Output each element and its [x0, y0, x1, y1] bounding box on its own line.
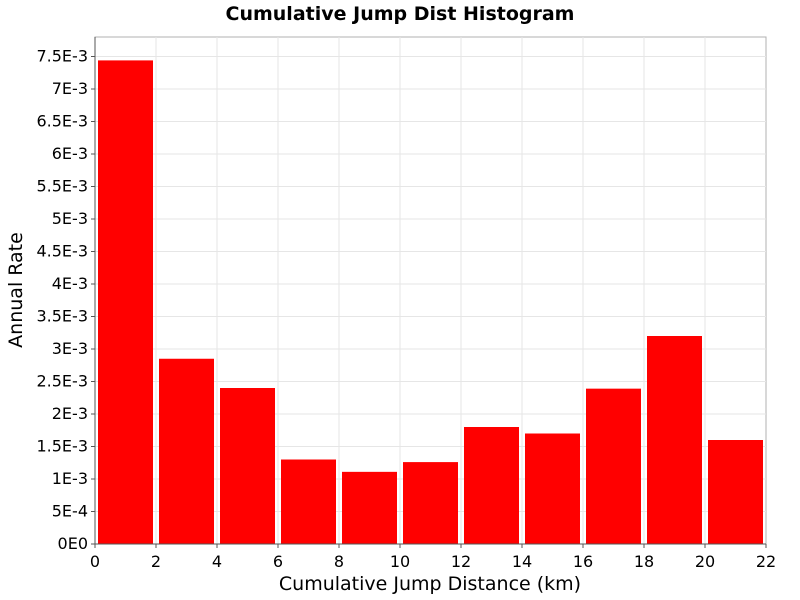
- x-tick-label: 12: [451, 552, 471, 571]
- y-tick-label: 5E-4: [52, 502, 88, 521]
- bar-1: [159, 358, 214, 544]
- y-tick-label: 2.5E-3: [36, 372, 88, 391]
- y-tick-label: 3.5E-3: [36, 307, 88, 326]
- x-tick-label: 10: [390, 552, 410, 571]
- x-tick-label: 8: [334, 552, 344, 571]
- y-tick-label: 1.5E-3: [36, 437, 88, 456]
- x-tick-label: 20: [695, 552, 715, 571]
- x-tick-label: 2: [151, 552, 161, 571]
- y-tick-label: 6.5E-3: [36, 112, 88, 131]
- y-tick-label: 6E-3: [52, 144, 88, 163]
- x-axis-ticks: 0 2 4 6 8 10 12 14 16 18 20 22: [90, 544, 776, 571]
- y-tick-label: 3E-3: [52, 339, 88, 358]
- bar-0: [98, 60, 153, 545]
- y-tick-label: 4E-3: [52, 274, 88, 293]
- bar-6: [464, 427, 519, 544]
- x-tick-label: 22: [756, 552, 776, 571]
- x-axis-label: Cumulative Jump Distance (km): [279, 573, 581, 595]
- y-axis-label: Annual Rate: [5, 232, 27, 348]
- bar-7: [525, 433, 580, 544]
- bar-9: [647, 336, 702, 544]
- x-tick-label: 16: [573, 552, 593, 571]
- bar-3: [281, 459, 336, 544]
- y-axis-ticks: 0E0 5E-4 1E-3 1.5E-3 2E-3 2.5E-3 3E-3 3.5E-3 4E-…: [36, 47, 95, 553]
- y-tick-label: 1E-3: [52, 469, 88, 488]
- y-tick-label: 5.5E-3: [36, 177, 88, 196]
- bar-series: [98, 60, 763, 545]
- y-tick-label: 7.5E-3: [36, 47, 88, 66]
- x-tick-label: 18: [634, 552, 654, 571]
- bar-8: [586, 388, 641, 544]
- bar-10: [708, 440, 763, 544]
- y-tick-label: 5E-3: [52, 209, 88, 228]
- bar-5: [403, 462, 458, 544]
- chart-title: Cumulative Jump Dist Histogram: [226, 3, 575, 25]
- y-tick-label: 2E-3: [52, 404, 88, 423]
- bar-2: [220, 388, 275, 544]
- x-tick-label: 6: [273, 552, 283, 571]
- x-tick-label: 0: [90, 552, 100, 571]
- x-tick-label: 14: [512, 552, 532, 571]
- x-tick-label: 4: [212, 552, 222, 571]
- y-tick-label: 4.5E-3: [36, 242, 88, 261]
- y-tick-label: 7E-3: [52, 79, 88, 98]
- bar-4: [342, 471, 397, 544]
- y-tick-label: 0E0: [58, 534, 88, 553]
